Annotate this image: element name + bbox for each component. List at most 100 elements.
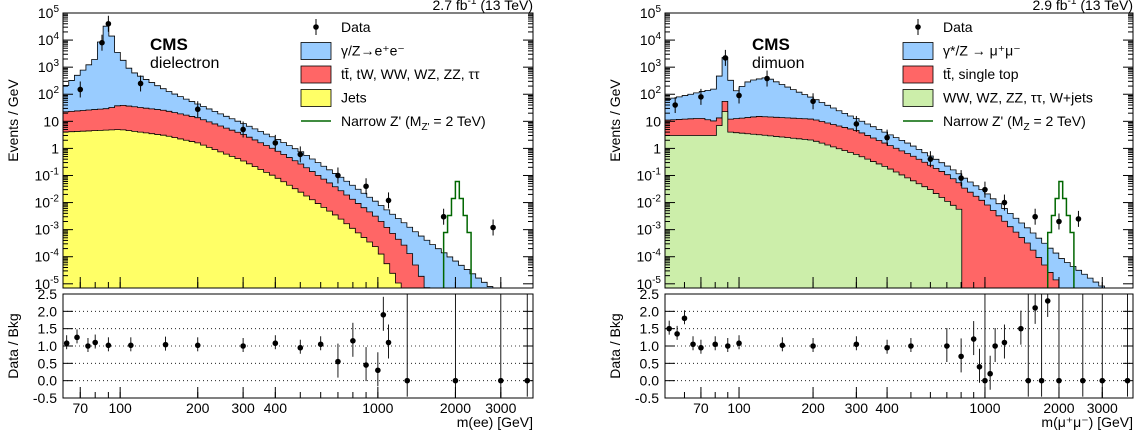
legend-label: tt̄, tW, WW, WZ, ZZ, ττ [341,66,480,82]
y-tick-exp: 2 [655,85,661,96]
legend-label: Data [943,19,973,35]
y-tick-exp: -2 [652,194,661,205]
data-point [335,172,341,179]
ratio-tick-label: 2.5 [640,286,660,302]
x-tick-label: 100 [727,400,751,416]
x-axis-title: m(ee) [GeV] [457,414,533,430]
x-axis-title: m(μ⁺μ⁻) [GeV] [1041,414,1133,430]
jets-stack-area [63,129,533,288]
lumi-value: 2.7 fb [433,0,468,13]
plot-area [63,15,533,288]
legend-text-end: = 2 TeV) [429,113,485,129]
y-tick-label: 10-2 [35,194,60,211]
data-point [440,213,447,220]
y-tick-label: 10-5 [35,275,60,292]
ratio-point [350,338,356,344]
ratio-tick-label: 1.5 [640,321,660,337]
data-point [105,20,112,27]
y-axis-title: Events / GeV [607,79,623,162]
ratio-point [724,343,731,349]
legend-text: Data [943,19,973,35]
legend-label: Narrow Z' (MZ' = 2 TeV) [341,113,486,133]
ratio-tick-label: 2.0 [38,303,58,319]
data-point [297,151,304,158]
ratio-point [1080,377,1086,384]
y-tick-base: 10 [38,59,54,75]
x-tick-label: 1000 [362,400,393,416]
legend-text: Narrow Z' (M [341,113,421,129]
legend-text: Jets [341,90,367,106]
data-point [884,134,890,141]
y-tick-base: 10 [637,276,653,292]
y-tick-label: 102 [640,85,662,102]
y-tick-base: 10 [38,32,54,48]
ratio-point [779,342,786,349]
legend-text: tt̄, tW, WW, WZ, ZZ, ττ [341,66,480,82]
data-point [810,98,816,105]
lumi-exp: -1 [468,0,477,7]
lumi-exp: -1 [1068,0,1077,7]
y-tick-base: 1 [653,140,661,156]
y-tick-label: 103 [38,58,60,75]
ratio-point [987,370,993,377]
x-tick-label: 1000 [969,400,1000,416]
ratio-point [404,377,411,384]
top-frame [664,12,1134,289]
y-tick-label: 10-1 [35,166,60,183]
data-point [1056,218,1062,225]
ratio-point [272,340,279,347]
ratio-tick-label: -0.5 [33,390,57,406]
y-tick-label: 10 [645,113,661,129]
y-tick-exp: 4 [53,31,59,42]
y-tick-label: 10-3 [637,221,662,238]
ratio-point [690,341,696,348]
y-tick-exp: -3 [50,221,59,232]
ratio-point [452,377,459,384]
legend-swatch [902,89,934,107]
x-tick-label: 200 [186,400,210,416]
legend-label: γ/Z→e⁺e⁻ [341,43,405,59]
y-tick-base: 10 [38,5,54,21]
data-point [272,140,279,146]
y-tick-base: 10 [35,195,51,211]
legend-label: tt̄, single top [943,66,1019,82]
ratio-point [674,331,680,337]
ratio-point [853,341,860,348]
signal-line [442,180,472,288]
y-tick-exp: 2 [53,85,59,96]
ratio-point [666,325,672,332]
x-tick-label: 400 [264,400,288,416]
ratio-point [992,343,998,349]
legend-swatch [902,65,934,84]
legend-text-end: = 2 TeV) [1030,113,1086,129]
y-tick-label: 10-4 [35,248,60,265]
ratio-point [1001,339,1008,346]
top-frame [62,12,534,289]
x-tick-label: 400 [875,400,899,416]
data-point [1001,199,1008,206]
ratio-point [976,364,983,370]
ratio-point [375,367,381,374]
x-tick-label: 200 [801,400,825,416]
legend-swatch [300,42,332,60]
ratio-point [63,340,70,347]
data-point [99,39,105,46]
ratio-point [85,343,91,349]
ratio-tick-label: 2.0 [640,303,660,319]
legend-data-marker [313,24,319,30]
ratio-point [1032,305,1038,311]
legend-label: Jets [341,90,367,106]
y-tick-exp: -4 [50,248,59,259]
y-tick-base: 10 [35,222,51,238]
y-tick-exp: 5 [655,4,661,15]
ratio-point [1124,377,1131,384]
y-tick-exp: -1 [50,166,59,177]
data-point [927,156,934,162]
x-tick-label: 3000 [485,400,516,416]
y-tick-label: 10-4 [637,248,662,265]
x-tick-label: 300 [231,400,255,416]
y-tick-label: 10-1 [637,166,662,183]
ratio-point [1044,298,1051,304]
